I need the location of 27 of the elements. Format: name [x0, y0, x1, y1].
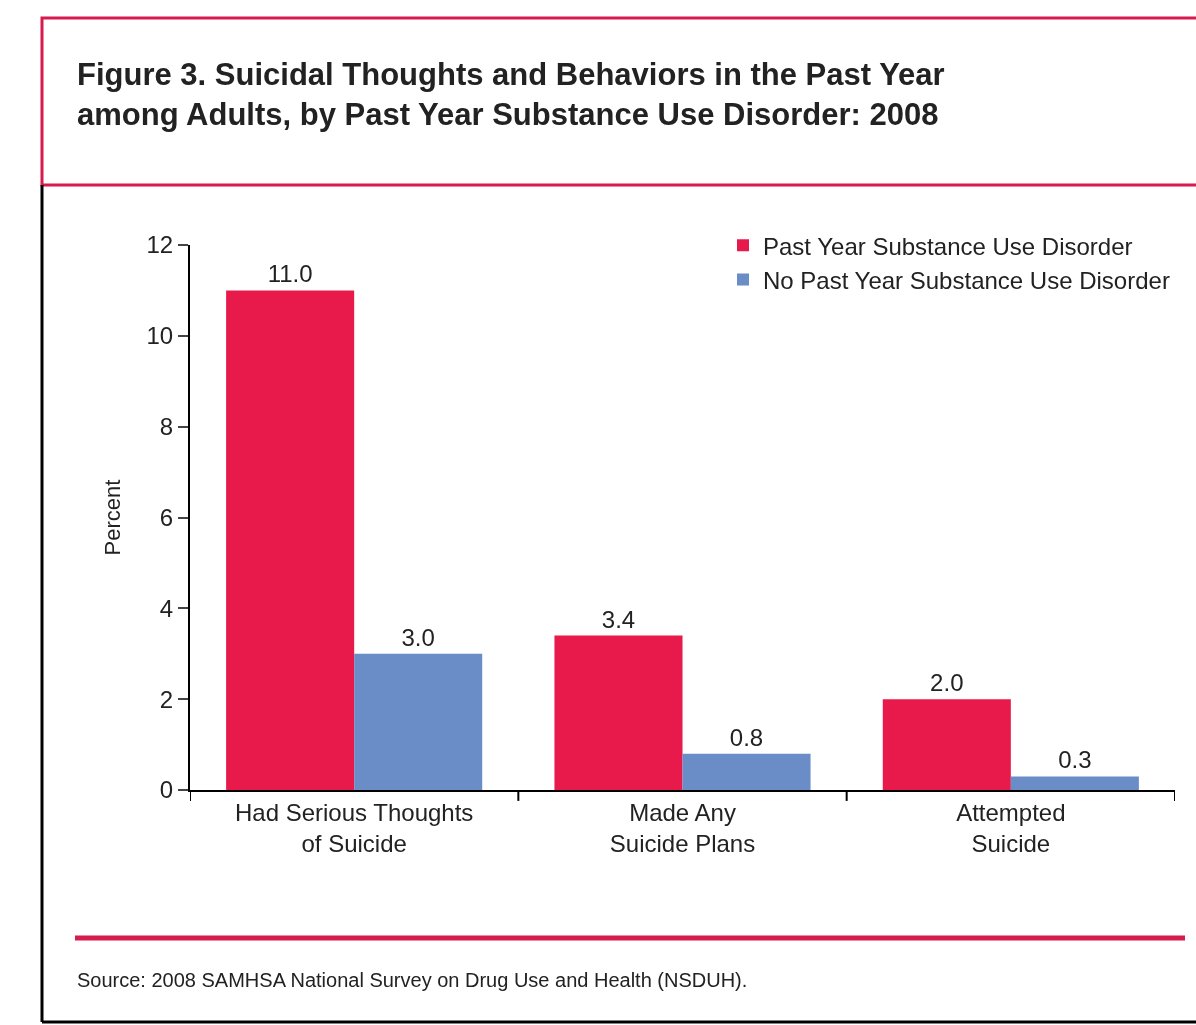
- bar: [682, 753, 811, 790]
- bar: [354, 653, 483, 790]
- y-tick-label: 0: [159, 776, 174, 804]
- data-label: 0.8: [729, 723, 764, 751]
- data-label: 2.0: [930, 669, 964, 697]
- y-axis-title: Percent: [99, 479, 125, 556]
- x-tick-label: Made Any Suicide Plans: [609, 798, 756, 857]
- y-tick-label: 10: [146, 322, 174, 350]
- data-label: 3.0: [401, 623, 435, 651]
- bar: [554, 635, 683, 790]
- data-label: 0.3: [1058, 746, 1092, 774]
- y-tick-label: 2: [159, 685, 174, 713]
- y-tick-label: 8: [159, 413, 174, 441]
- chart-title: Figure 3. Suicidal Thoughts and Behaviors in the Past Year among Adults, by Past Year Substance Use Disorder: 2008: [77, 57, 945, 133]
- source-note: Source: 2008 SAMHSA National Survey on Drug Use and Health (NSDUH).: [77, 969, 748, 991]
- data-label: 11.0: [267, 260, 313, 288]
- x-tick-label: Had Serious Thoughts of Suicide: [234, 798, 474, 857]
- legend-label: No Past Year Substance Use Disorder: [763, 266, 1170, 294]
- y-tick-label: 12: [146, 231, 174, 259]
- x-tick-label: Attempted Suicide: [956, 798, 1066, 857]
- y-tick-label: 6: [159, 503, 174, 531]
- data-label: 3.4: [601, 605, 636, 633]
- bar: [882, 699, 1011, 790]
- bar: [1010, 776, 1139, 790]
- legend-label: Past Year Substance Use Disorder: [763, 232, 1133, 260]
- y-tick-label: 4: [159, 594, 174, 622]
- bar: [226, 290, 355, 790]
